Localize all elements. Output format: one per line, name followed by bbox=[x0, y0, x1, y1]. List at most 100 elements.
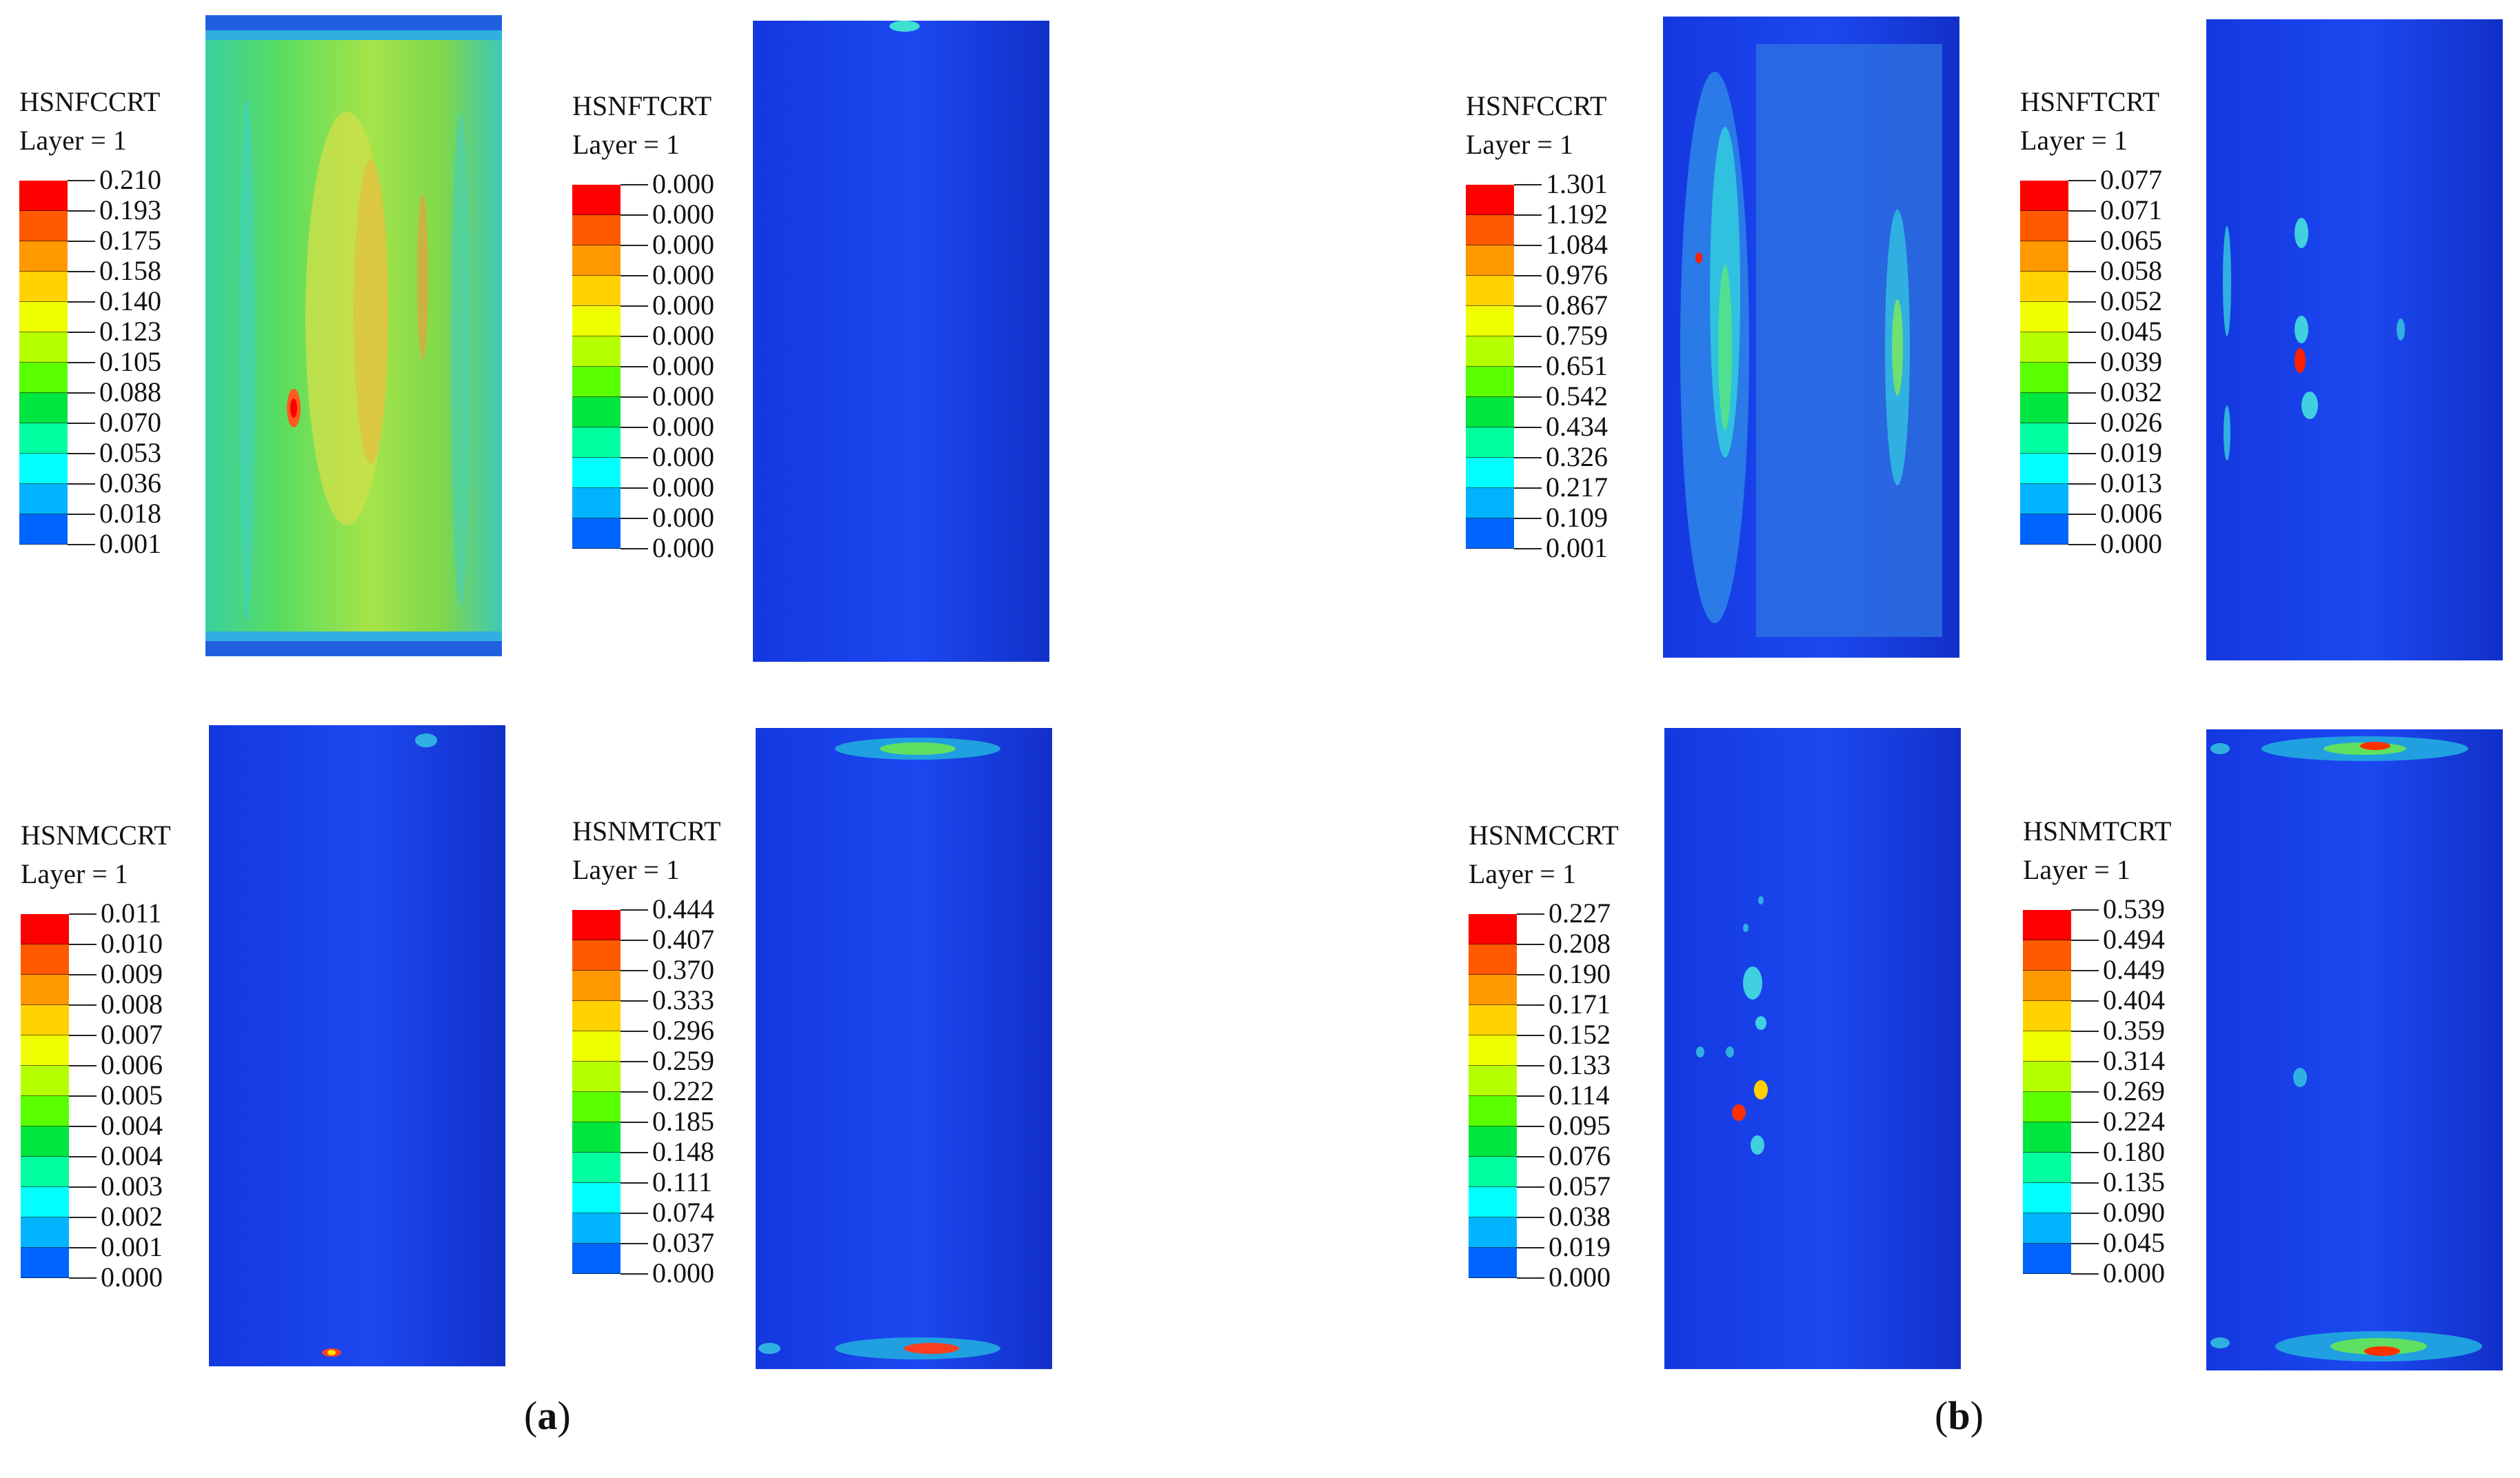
legend-tick-label: 0.867 bbox=[1546, 290, 1608, 321]
colorbar-segment bbox=[19, 302, 68, 332]
contour-plot-a-fiber-compression bbox=[205, 15, 502, 656]
legend-tick-label: 0.004 bbox=[101, 1140, 163, 1171]
legend-tick-label: 0.171 bbox=[1549, 989, 1611, 1020]
colorbar-segment bbox=[2023, 971, 2071, 1001]
colorbar-segment bbox=[19, 272, 68, 302]
legend-a-matrix-tension: HSNMTCRT Layer = 1 0.444 0.407 0.370 0.333 0… bbox=[572, 812, 720, 1290]
legend-tick-label: 0.009 bbox=[101, 958, 163, 989]
legend-tick: 0.494 bbox=[2071, 924, 2230, 955]
legend-tick-label: 0.002 bbox=[101, 1201, 163, 1232]
legend-tick: 0.039 bbox=[2068, 346, 2227, 377]
colorbar-segment bbox=[572, 1122, 621, 1153]
colorbar-segment bbox=[19, 241, 68, 272]
legend-tick-label: 0.058 bbox=[2100, 255, 2162, 286]
legend-tick-label: 0.217 bbox=[1546, 472, 1608, 503]
colorbar-segment bbox=[2020, 514, 2068, 545]
color-scale: 0.539 0.494 0.449 0.404 0.359 0.314 0.269 0.224… bbox=[2023, 893, 2171, 1290]
legend-tick-label: 0.175 bbox=[99, 225, 161, 256]
legend-tick: 0.065 bbox=[2068, 225, 2227, 256]
legend-tick: 0.004 bbox=[69, 1110, 228, 1141]
legend-tick-label: 0.140 bbox=[99, 285, 161, 316]
colorbar-segment bbox=[1469, 1066, 1517, 1096]
colorbar-segment bbox=[2020, 484, 2068, 514]
colorbar-segment bbox=[1466, 367, 1514, 397]
legend-tick-label: 0.185 bbox=[652, 1106, 714, 1137]
legend-tick-label: 0.004 bbox=[101, 1110, 163, 1141]
legend-tick: 0.019 bbox=[2068, 437, 2227, 468]
legend-layer: Layer = 1 bbox=[2020, 125, 2128, 156]
legend-tick: 0.038 bbox=[1517, 1201, 1675, 1232]
colorbar-segment bbox=[1466, 488, 1514, 518]
colorbar-segment bbox=[2023, 1213, 2071, 1244]
colorbar-segment bbox=[2020, 272, 2068, 302]
caption-b: (b) bbox=[1935, 1393, 1984, 1438]
colorbar-segment bbox=[21, 975, 69, 1005]
legend-title: HSNMTCRT bbox=[572, 816, 721, 847]
legend-tick: 0.434 bbox=[1514, 411, 1673, 442]
legend-tick: 0.759 bbox=[1514, 320, 1673, 351]
legend-tick: 0.109 bbox=[1514, 502, 1673, 533]
legend-tick-label: 0.105 bbox=[99, 346, 161, 377]
colorbar-segment bbox=[1466, 458, 1514, 488]
legend-tick-label: 0.010 bbox=[101, 928, 163, 959]
legend-title: HSNFTCRT bbox=[572, 90, 712, 121]
colorbar-segment bbox=[572, 397, 621, 427]
colorbar bbox=[1466, 185, 1514, 549]
legend-tick: 0.269 bbox=[2071, 1075, 2230, 1106]
colorbar-segment bbox=[2023, 1062, 2071, 1092]
colorbar-segment bbox=[572, 367, 621, 397]
legend-tick-label: 0.269 bbox=[2103, 1075, 2165, 1106]
legend-tick-label: 1.192 bbox=[1546, 199, 1608, 230]
colorbar-segment bbox=[19, 363, 68, 393]
legend-tick-label: 0.011 bbox=[101, 898, 162, 929]
legend-tick: 0.026 bbox=[2068, 407, 2227, 438]
legend-tick: 0.000 bbox=[621, 320, 779, 351]
legend-tick: 0.032 bbox=[2068, 376, 2227, 407]
legend-tick: 0.053 bbox=[68, 437, 226, 468]
legend-tick-label: 0.045 bbox=[2103, 1227, 2165, 1258]
colorbar-segment bbox=[1466, 306, 1514, 336]
legend-tick-label: 0.088 bbox=[99, 376, 161, 407]
legend-tick: 1.301 bbox=[1514, 168, 1673, 199]
legend-b-fiber-compression: HSNFCCRT Layer = 1 1.301 1.192 1.084 0.976 0… bbox=[1466, 87, 1608, 565]
legend-layer: Layer = 1 bbox=[2023, 854, 2130, 885]
colorbar bbox=[572, 185, 621, 549]
colorbar-segment bbox=[572, 518, 621, 549]
legend-tick-label: 0.444 bbox=[652, 893, 714, 924]
legend-tick-label: 0.000 bbox=[652, 168, 714, 199]
legend-tick: 0.404 bbox=[2071, 984, 2230, 1015]
legend-tick: 0.077 bbox=[2068, 164, 2227, 195]
legend-tick: 0.001 bbox=[1514, 532, 1673, 563]
contour-plot-b-fiber-tension bbox=[2206, 19, 2503, 660]
legend-tick-label: 0.494 bbox=[2103, 924, 2165, 955]
legend-tick: 0.000 bbox=[621, 532, 779, 563]
legend-tick: 0.057 bbox=[1517, 1171, 1675, 1202]
colorbar-segment bbox=[1469, 944, 1517, 975]
colorbar bbox=[572, 910, 621, 1274]
legend-tick: 0.037 bbox=[621, 1227, 779, 1258]
colorbar-segment bbox=[1466, 427, 1514, 458]
legend-tick-label: 0.065 bbox=[2100, 225, 2162, 256]
legend-tick-label: 0.071 bbox=[2100, 194, 2162, 225]
legend-tick: 0.158 bbox=[68, 255, 226, 286]
legend-tick: 0.000 bbox=[621, 381, 779, 412]
colorbar-segment bbox=[1466, 215, 1514, 245]
colorbar-segment bbox=[2020, 181, 2068, 211]
legend-tick: 0.114 bbox=[1517, 1080, 1675, 1111]
legend-tick-label: 0.038 bbox=[1549, 1201, 1611, 1232]
contour-plot-a-fiber-tension bbox=[753, 21, 1049, 662]
legend-tick: 0.000 bbox=[621, 199, 779, 230]
legend-tick: 0.008 bbox=[69, 989, 228, 1020]
legend-layer: Layer = 1 bbox=[21, 858, 128, 889]
legend-layer: Layer = 1 bbox=[572, 129, 680, 160]
colorbar-segment bbox=[2020, 454, 2068, 484]
legend-layer: Layer = 1 bbox=[572, 854, 680, 885]
color-scale: 0.444 0.407 0.370 0.333 0.296 0.259 0.222 0.185… bbox=[572, 893, 720, 1290]
legend-tick-label: 0.076 bbox=[1549, 1140, 1611, 1171]
legend-tick: 0.019 bbox=[1517, 1231, 1675, 1262]
legend-tick: 0.090 bbox=[2071, 1197, 2230, 1228]
legend-tick: 0.018 bbox=[68, 498, 226, 529]
legend-title: HSNFCCRT bbox=[19, 86, 161, 117]
legend-a-fiber-compression: HSNFCCRT Layer = 1 0.210 0.193 0.175 0.158 0… bbox=[19, 83, 161, 561]
legend-tick: 0.013 bbox=[2068, 467, 2227, 498]
